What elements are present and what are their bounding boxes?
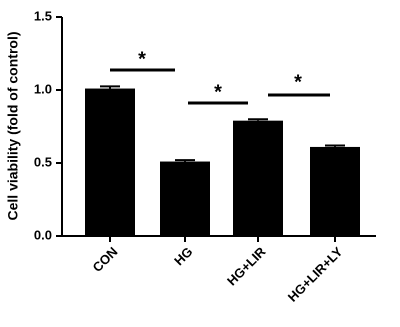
bar [85,88,135,236]
x-tick-label: HG+LIR+LY [285,244,346,305]
y-tick-label: 0.0 [34,227,52,242]
significance-star: * [294,71,302,93]
bar [233,120,283,236]
bar [160,161,210,236]
significance-star: * [214,81,222,103]
y-tick-label: 1.5 [34,8,52,23]
bar [310,146,360,236]
x-tick-label: HG [171,244,195,268]
x-tick-label: CON [90,244,121,275]
y-axis-label: Cell viability (fold of control) [5,32,21,221]
y-tick-label: 1.0 [34,81,52,96]
significance-star: * [138,48,146,70]
x-tick-label: HG+LIR [224,244,269,289]
y-tick-label: 0.5 [34,154,52,169]
